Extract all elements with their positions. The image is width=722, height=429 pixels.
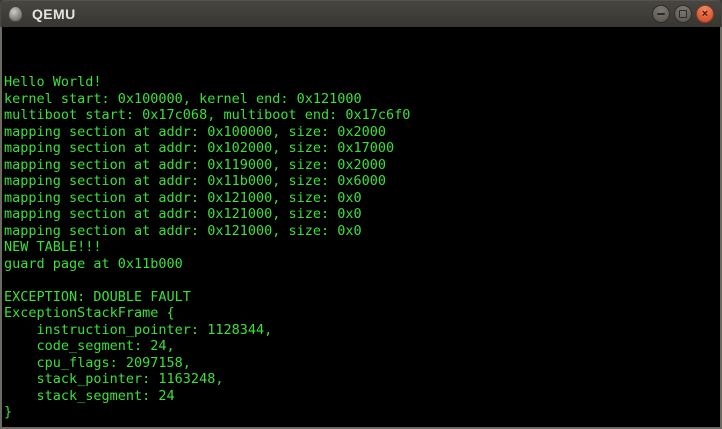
console-line: ExceptionStackFrame { <box>4 305 175 321</box>
close-button[interactable]: × <box>696 5 714 23</box>
console-line: mapping section at addr: 0x121000, size:… <box>4 206 362 222</box>
console-line: stack_pointer: 1163248, <box>4 371 224 387</box>
console-line: EXCEPTION: DOUBLE FAULT <box>4 288 191 305</box>
console-line: NEW TABLE!!! <box>4 239 102 255</box>
console-line: mapping section at addr: 0x121000, size:… <box>4 189 362 206</box>
window-title: QEMU <box>32 5 76 22</box>
console-line: instruction_pointer: 1128344, <box>4 321 273 338</box>
window-titlebar[interactable]: QEMU × <box>0 0 722 27</box>
console-line: guard page at 0x11b000 <box>4 255 183 272</box>
console-line: mapping section at addr: 0x119000, size:… <box>4 156 387 173</box>
window-controls: × <box>652 5 717 23</box>
console-line: mapping section at addr: 0x102000, size:… <box>4 140 395 156</box>
console-line: multiboot start: 0x17c068, multiboot end… <box>4 107 411 123</box>
maximize-button[interactable] <box>674 5 692 23</box>
console-line <box>4 272 720 289</box>
console-line: Hello World! <box>4 74 102 90</box>
console-line: stack_segment: 24 <box>4 387 175 404</box>
console-line: } <box>4 404 13 420</box>
close-icon: × <box>701 7 709 20</box>
qemu-disc-icon <box>9 6 22 22</box>
vm-display-frame[interactable]: Hello World! kernel start: 0x100000, kern… <box>0 27 722 429</box>
console-line: kernel start: 0x100000, kernel end: 0x12… <box>4 90 362 107</box>
console-line: code_segment: 24, <box>4 338 175 354</box>
console-line: mapping section at addr: 0x100000, size:… <box>4 123 387 140</box>
console-line: mapping section at addr: 0x11b000, size:… <box>4 173 387 189</box>
minimize-button[interactable] <box>652 5 670 23</box>
console-line: cpu_flags: 2097158, <box>4 354 191 371</box>
console-line: mapping section at addr: 0x121000, size:… <box>4 222 362 239</box>
vm-console-output: Hello World! kernel start: 0x100000, kern… <box>2 27 720 427</box>
maximize-icon <box>679 10 687 18</box>
minimize-icon <box>657 13 665 15</box>
